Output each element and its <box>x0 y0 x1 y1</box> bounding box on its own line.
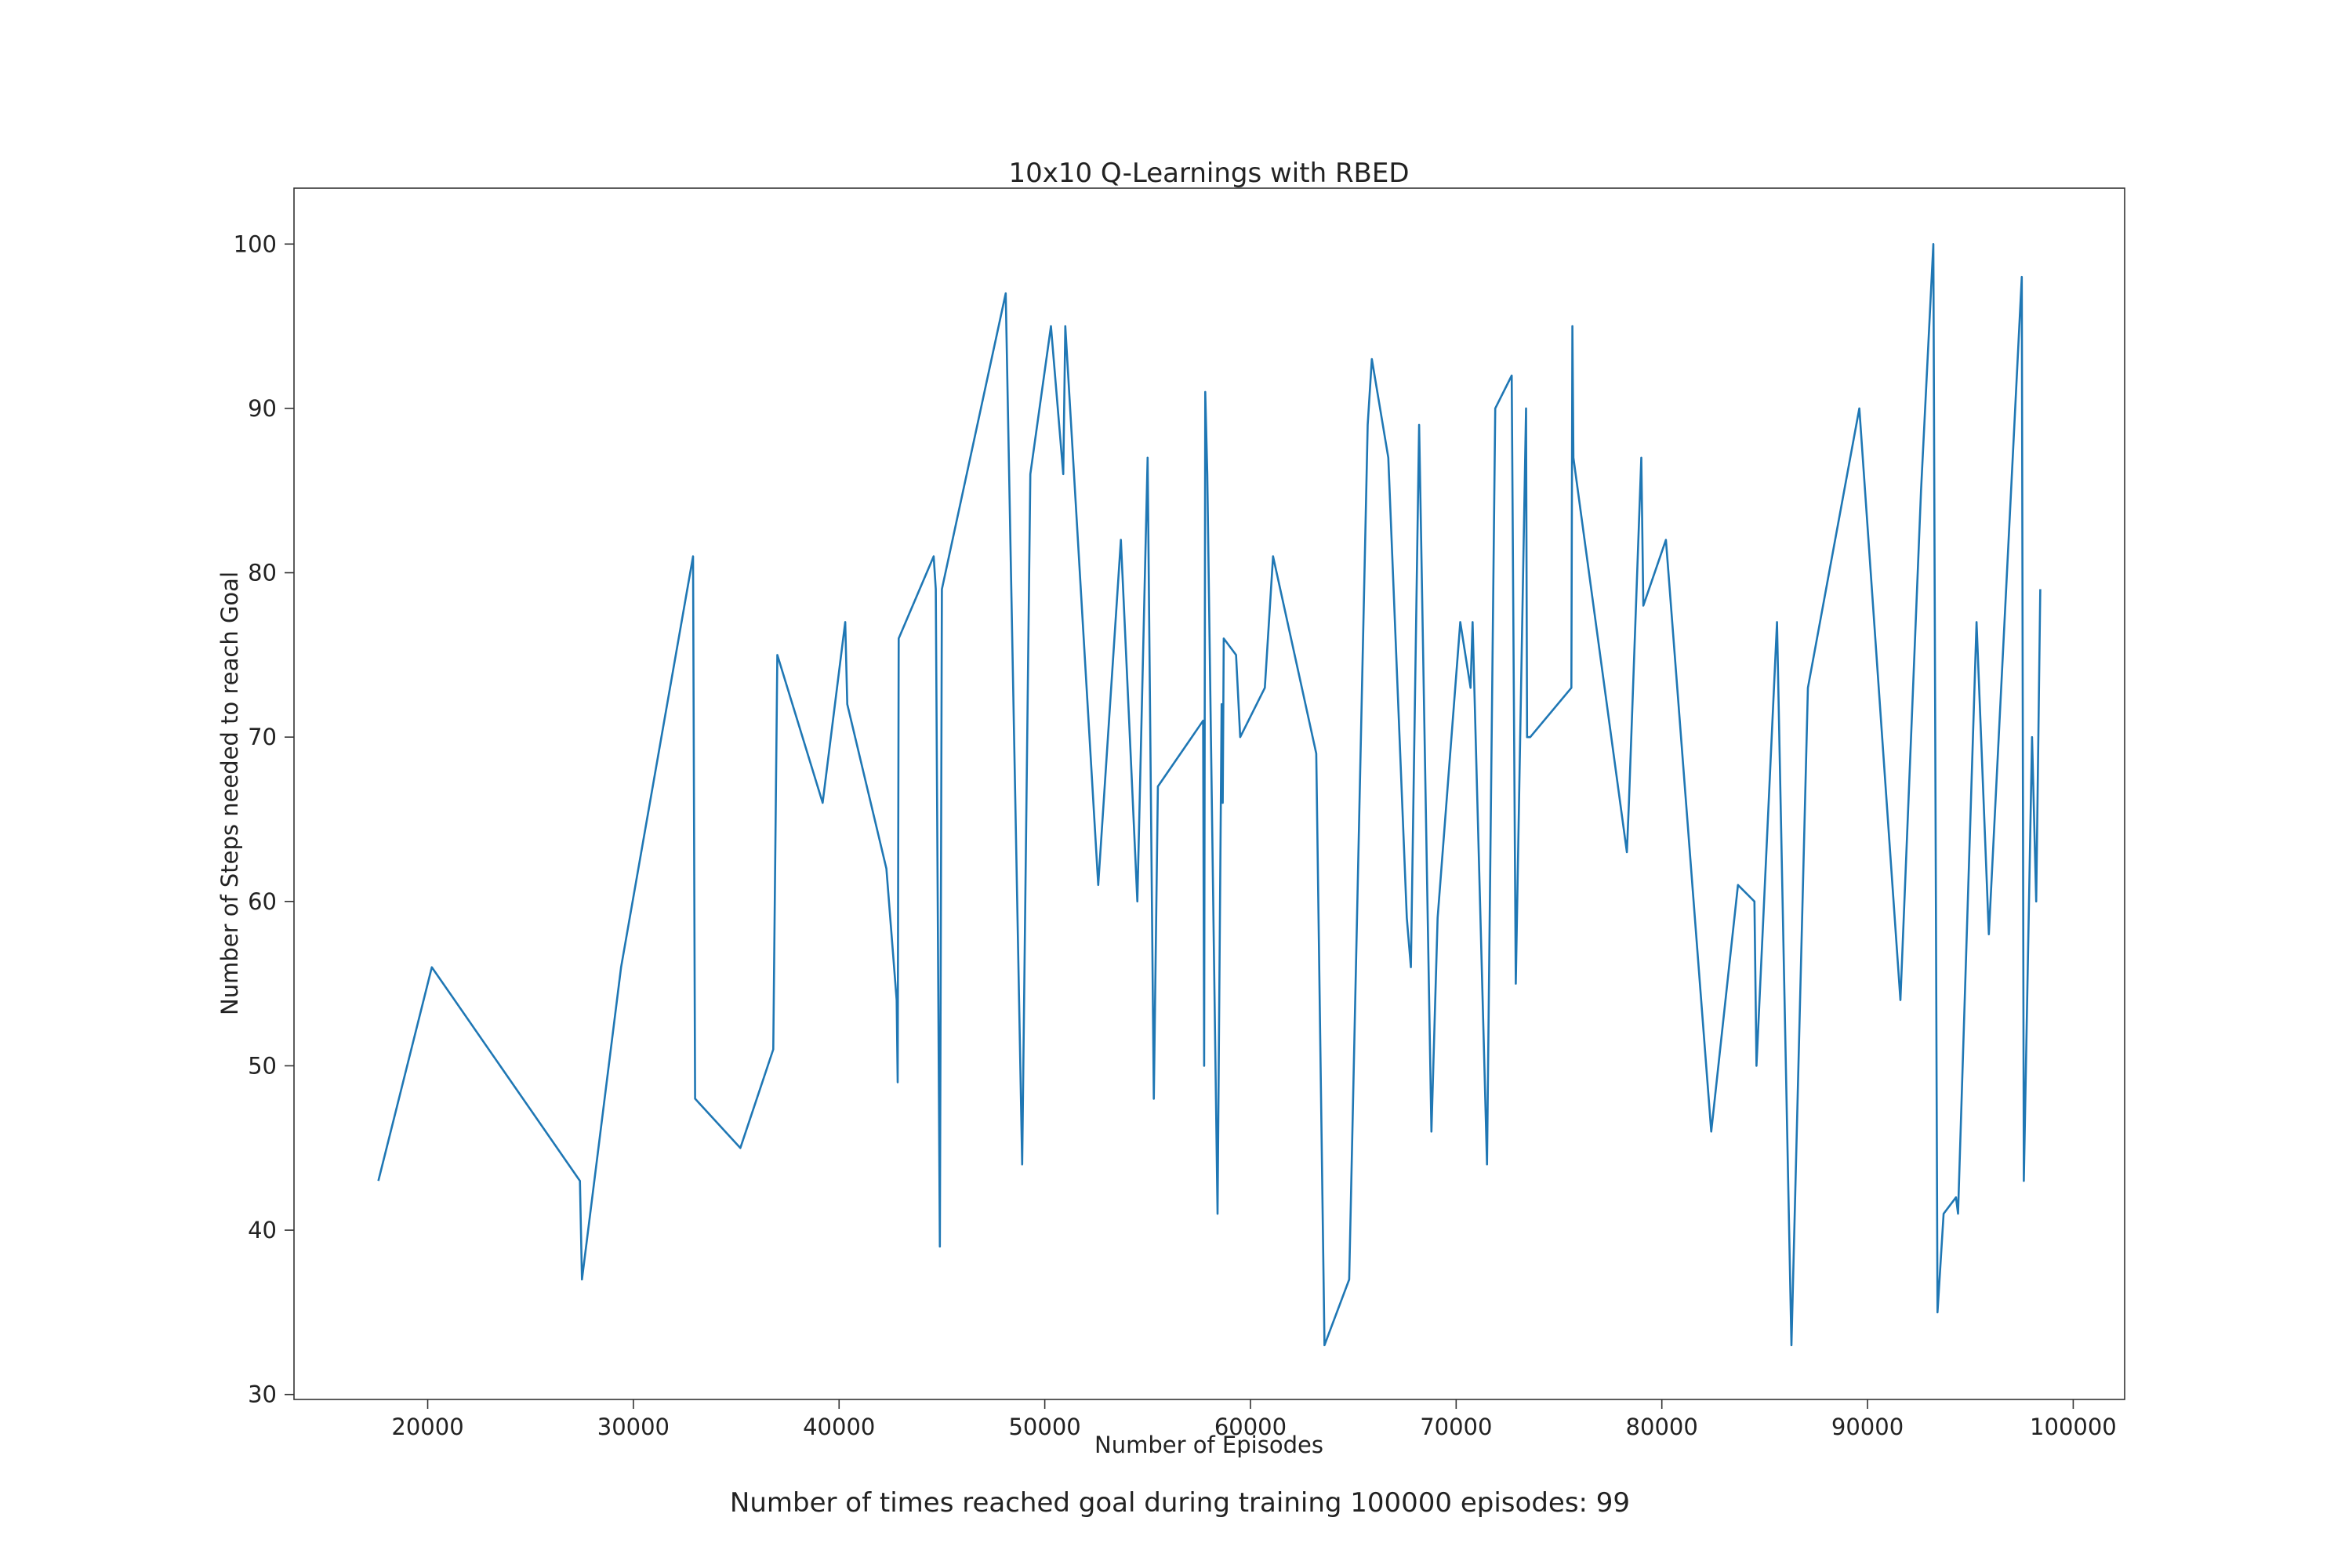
y-tick-label: 60 <box>248 888 277 915</box>
y-tick-label: 50 <box>248 1052 277 1079</box>
x-tick-label: 70000 <box>1420 1414 1492 1440</box>
x-axis: 20000 30000 40000 50000 60000 70000 80000 90000… <box>391 1399 2117 1440</box>
x-tick-label: 80000 <box>1626 1414 1698 1440</box>
y-tick-label: 30 <box>248 1381 277 1408</box>
x-tick-label: 20000 <box>391 1414 463 1440</box>
chart-title: 10x10 Q-Learnings with RBED <box>1008 158 1409 189</box>
x-tick-label: 40000 <box>803 1414 875 1440</box>
x-tick-label: 30000 <box>597 1414 670 1440</box>
x-tick-label: 50000 <box>1008 1414 1080 1440</box>
series-line-0 <box>377 242 2042 1347</box>
y-tick-label: 40 <box>248 1217 277 1243</box>
y-tick-label: 80 <box>248 560 277 586</box>
x-tick-label: 100000 <box>2030 1414 2117 1440</box>
y-tick-label: 70 <box>248 724 277 750</box>
y-axis-label: Number of Steps needed to reach Goal <box>216 572 243 1015</box>
goal-count-caption: Number of times reached goal during trai… <box>730 1487 1630 1519</box>
x-tick-label: 60000 <box>1214 1414 1287 1440</box>
y-tick-label: 90 <box>248 395 277 422</box>
x-axis-label: Number of Episodes <box>1094 1432 1323 1458</box>
y-tick-label: 100 <box>234 230 277 257</box>
plot-frame <box>293 187 2125 1400</box>
plot-area <box>377 242 2042 1347</box>
x-tick-label: 90000 <box>1831 1414 1904 1440</box>
y-axis: 30 40 50 60 70 80 90 100 <box>234 230 294 1408</box>
